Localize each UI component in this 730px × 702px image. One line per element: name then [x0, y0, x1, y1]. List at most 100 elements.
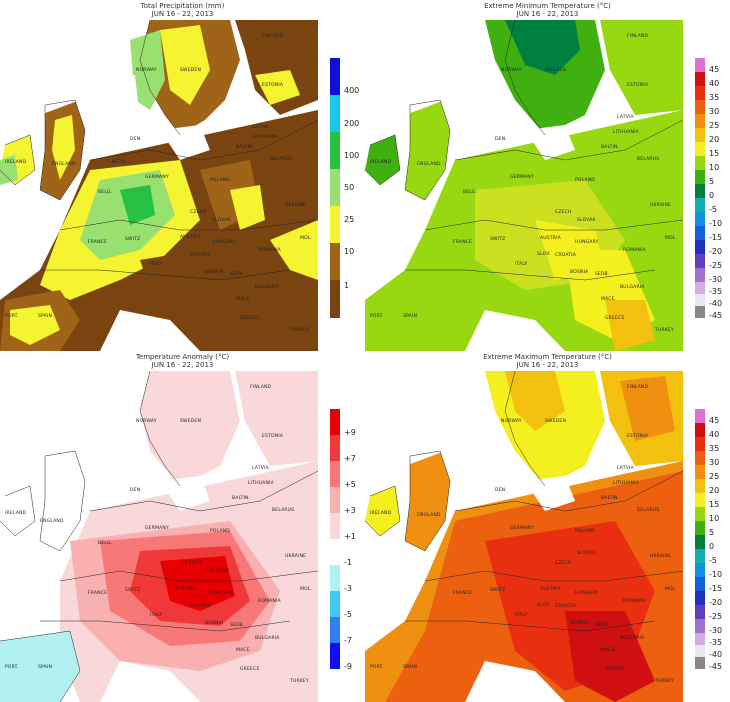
country-label: GERMANY [510, 175, 534, 180]
country-label: SWEDEN [180, 419, 202, 424]
country-label: SLOVAK [577, 551, 596, 556]
country-label: SLOVAK [577, 218, 596, 223]
country-label: AUSTRIA [540, 587, 561, 592]
legend-color-block [330, 591, 340, 617]
legend-color-block [695, 549, 705, 563]
country-label: SWITZ [490, 237, 506, 242]
legend-color-block [695, 240, 705, 254]
legend-label: -20 [709, 247, 723, 256]
country-label: UKRAINE [650, 203, 672, 208]
country-label: DEN. [130, 137, 142, 142]
max-temperature-panel: Extreme Maximum Temperature (°C) JUN 16 … [365, 351, 730, 702]
country-label: FRANCE [88, 591, 108, 596]
country-label: MOL. [300, 587, 313, 592]
country-label: AUSTRIA [180, 235, 201, 240]
legend-label: -40 [709, 299, 723, 308]
country-label: POLAND [210, 178, 230, 183]
country-label: PORT. [5, 314, 19, 319]
legend-color-block [695, 294, 705, 306]
country-label: CZECH [555, 210, 572, 215]
country-label: ITALY [150, 262, 163, 267]
legend-label: -10 [709, 219, 723, 228]
country-label: ESTONIA [262, 83, 284, 88]
legend-color-block [695, 198, 705, 212]
country-label: GREECE [240, 667, 260, 672]
legend-color-block [695, 114, 705, 128]
country-label: LATVIA [252, 125, 269, 130]
country-label: ITALY [150, 613, 163, 618]
legend-color-block [695, 212, 705, 226]
legend-label: 20 [709, 486, 720, 495]
country-label: BOSNIA [205, 270, 224, 275]
country-label: TURKEY [290, 679, 309, 684]
legend-color-block [695, 282, 705, 294]
country-label: FINLAND [627, 385, 649, 390]
country-label: BELARUS [637, 508, 660, 513]
legend-color-block [695, 100, 705, 114]
legend-color-block [695, 170, 705, 184]
country-label: IRELAND [5, 511, 27, 516]
title-text: Total Precipitation (mm) [140, 2, 225, 10]
legend-color-block [695, 268, 705, 282]
country-label: CROATIA [555, 604, 577, 609]
legend-label: 30 [709, 458, 720, 467]
country-label: UKRAINE [285, 203, 307, 208]
legend-color-block [695, 479, 705, 493]
legend-color-block [695, 645, 705, 657]
country-label: FINLAND [627, 34, 649, 39]
legend-label: -5 [709, 556, 717, 565]
legend-color-block [695, 591, 705, 605]
country-label: FRANCE [88, 240, 108, 245]
legend-label: -7 [344, 636, 352, 645]
country-label: UKRAINE [285, 554, 307, 559]
legend-color-block [330, 280, 340, 318]
country-label: DEN. [495, 488, 507, 493]
legend-color-block [695, 128, 705, 142]
country-label: DEN. [495, 137, 507, 142]
temperature-anomaly-map [0, 371, 318, 702]
country-label: BULGARIA [620, 636, 645, 641]
legend-color-block [695, 465, 705, 479]
country-label: HUNGARY [212, 240, 236, 245]
legend-color-block [695, 156, 705, 170]
country-label: AUSTRIA [175, 587, 196, 592]
legend-label: +7 [344, 454, 356, 463]
min-temperature-panel: Extreme Minimum Temperature (°C) JUN 16 … [365, 0, 730, 351]
legend-color-block [330, 58, 340, 95]
legend-color-block [695, 657, 705, 669]
min-temperature-map [365, 20, 683, 351]
legend-color-block [330, 461, 340, 487]
panel-title: Extreme Minimum Temperature (°C) JUN 16 … [365, 2, 730, 18]
legend-label: 25 [709, 472, 720, 481]
country-label: SWEDEN [545, 419, 567, 424]
country-label: MOL. [665, 587, 678, 592]
legend-label: -40 [709, 650, 723, 659]
country-label: ROMANIA [623, 248, 646, 253]
legend-label: +3 [344, 506, 356, 515]
country-label: PORT. [370, 314, 384, 319]
country-label: TURKEY [290, 328, 309, 333]
country-label: SPAIN [38, 314, 53, 319]
legend-label: 25 [709, 121, 720, 130]
country-label: NORWAY [501, 68, 522, 73]
country-label: IRELAND [5, 160, 27, 165]
legend-label: -45 [709, 662, 723, 671]
legend-label: 35 [709, 93, 720, 102]
temperature-anomaly-panel: Temperature Anomaly (°C) JUN 16 - 22, 20… [0, 351, 365, 702]
country-label: SERB. [595, 623, 610, 628]
country-label: SPAIN [38, 665, 53, 670]
country-label: HUNGARY [575, 591, 599, 596]
country-label: POLAND [575, 529, 595, 534]
country-label: FRANCE [453, 240, 473, 245]
legend-label: -3 [344, 584, 352, 593]
legend-label: -30 [709, 275, 723, 284]
legend-label: 400 [344, 86, 360, 95]
legend-color-block [695, 507, 705, 521]
country-label: BOSNIA [570, 270, 589, 275]
country-label: ITALY [515, 262, 528, 267]
legend-label: 25 [344, 215, 355, 224]
legend-label: -5 [344, 610, 352, 619]
country-label: ROMANIA [623, 599, 646, 604]
legend-label: 40 [709, 430, 720, 439]
legend-color-block [330, 409, 340, 435]
